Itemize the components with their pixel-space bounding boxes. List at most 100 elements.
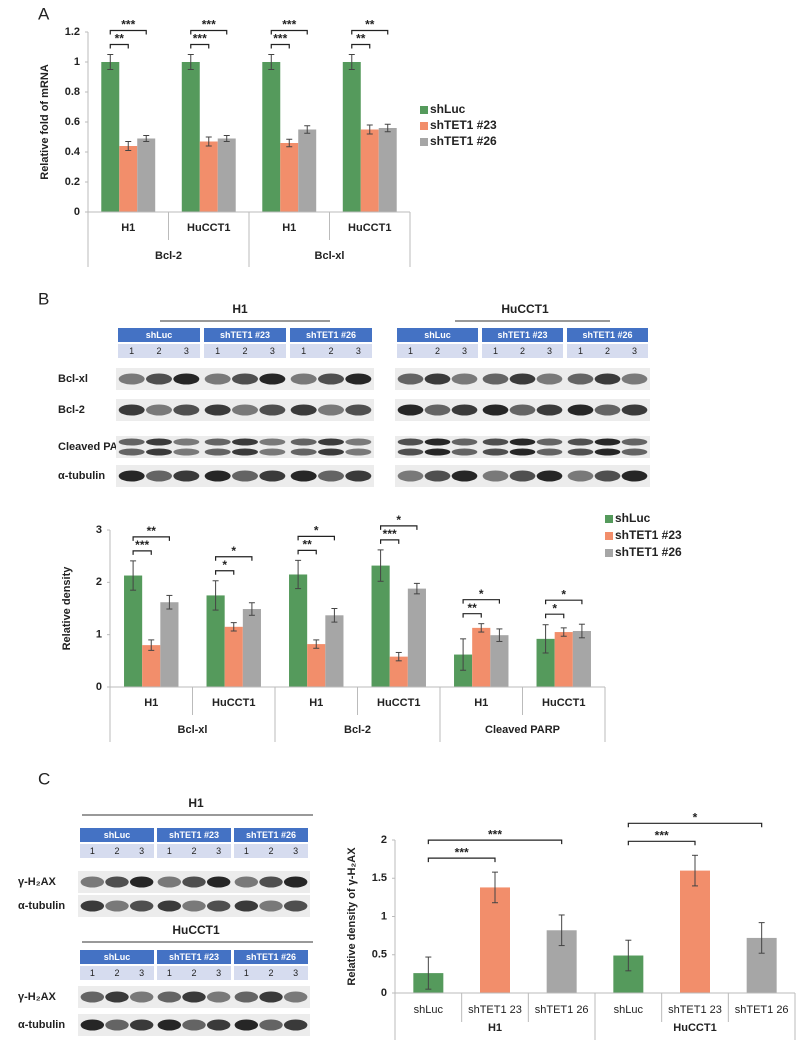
blot-band	[232, 404, 258, 416]
lane-header	[567, 344, 648, 358]
lane-header	[234, 966, 308, 980]
significance-bracket	[215, 570, 235, 575]
significance-label: *	[314, 524, 319, 538]
blot-band	[182, 1019, 206, 1031]
blot-band	[290, 470, 317, 482]
lane-number: 2	[328, 346, 333, 356]
blot-band	[290, 404, 317, 416]
blot-band	[118, 404, 145, 416]
significance-bracket	[109, 29, 147, 35]
blot-band	[182, 876, 206, 888]
blot-band	[259, 373, 286, 385]
y-tick-label: 0.2	[65, 176, 80, 188]
group-label: H1	[488, 1022, 502, 1034]
blot-band	[173, 438, 200, 446]
blot-band	[182, 991, 206, 1003]
lane-number: 3	[184, 346, 189, 356]
blot-band	[173, 373, 200, 385]
blot-band	[509, 470, 536, 482]
blot-band	[567, 470, 594, 482]
x-tick-label: H1	[121, 222, 135, 234]
lane-number: 2	[114, 968, 119, 978]
blot-band	[290, 438, 317, 446]
x-tick-label: shTET1 26	[735, 1004, 789, 1016]
significance-label: ***	[273, 32, 287, 46]
blot-band	[259, 448, 286, 456]
lane-number: 1	[578, 346, 583, 356]
lane-number: 2	[242, 346, 247, 356]
lane-number: 1	[129, 346, 134, 356]
lane-number: 1	[493, 346, 498, 356]
blot-band	[259, 438, 286, 446]
bar	[554, 632, 573, 687]
cell-line-title: HuCCT1	[172, 923, 220, 937]
panel-label: A	[38, 4, 50, 23]
bar	[490, 635, 509, 687]
blot-band	[157, 991, 182, 1003]
significance-bracket	[462, 599, 500, 604]
blot-band	[536, 438, 563, 446]
significance-label: **	[365, 18, 375, 32]
blot-band	[118, 470, 145, 482]
blot-band	[424, 448, 451, 456]
blot-band	[621, 404, 648, 416]
bar	[206, 595, 225, 687]
group-header	[234, 950, 308, 964]
group-label: HuCCT1	[673, 1022, 716, 1034]
bar	[289, 574, 308, 687]
blot-band	[259, 470, 286, 482]
significance-label: ***	[202, 18, 216, 32]
group-header	[80, 828, 154, 842]
blot-band	[129, 876, 154, 888]
lane-header	[482, 344, 563, 358]
group-header-label: shTET1 #23	[220, 330, 270, 340]
legend-swatch	[605, 515, 613, 523]
blot-band	[621, 438, 648, 446]
lane-header	[234, 844, 308, 858]
blot-band	[536, 470, 563, 482]
x-tick-label: shTET1 26	[535, 1004, 589, 1016]
blot-band	[594, 448, 621, 456]
x-tick-label: shLuc	[614, 1004, 644, 1016]
blot-row-label: α-tubulin	[58, 470, 105, 482]
group-header	[234, 828, 308, 842]
blot-band	[451, 448, 478, 456]
legend-swatch	[420, 138, 428, 146]
y-tick-label: 2	[96, 576, 102, 588]
significance-bracket	[109, 43, 129, 49]
y-tick-label: 1.2	[65, 26, 80, 38]
group-header-label: shLuc	[104, 952, 131, 962]
bar	[680, 870, 710, 993]
significance-bracket	[380, 539, 400, 544]
bar	[137, 138, 156, 212]
blot-band	[234, 876, 259, 888]
y-tick-label: 2	[381, 834, 387, 846]
significance-label: ***	[655, 828, 669, 842]
bar	[142, 645, 161, 687]
blot-band	[567, 438, 594, 446]
blot-band	[204, 448, 231, 456]
blot-band	[204, 373, 231, 385]
bar	[280, 143, 299, 212]
bar	[124, 575, 143, 687]
blot-band	[105, 1019, 129, 1031]
blot-band	[259, 404, 286, 416]
legend-label: shTET1 #23	[430, 118, 497, 132]
significance-label: ***	[121, 18, 135, 32]
x-tick-label: H1	[282, 222, 296, 234]
group-header-label: shTET1 #26	[582, 330, 632, 340]
y-tick-label: 1	[74, 56, 80, 68]
blot-band	[146, 404, 172, 416]
group-header	[397, 328, 478, 342]
blot-band	[290, 448, 317, 456]
bar	[389, 656, 408, 687]
blot-band	[397, 470, 424, 482]
group-header	[482, 328, 563, 342]
blot-band	[118, 438, 145, 446]
legend-swatch	[605, 549, 613, 557]
blot-band	[157, 900, 182, 912]
significance-bracket	[545, 613, 565, 619]
lane-number: 1	[244, 968, 249, 978]
y-tick-label: 1	[96, 629, 102, 641]
